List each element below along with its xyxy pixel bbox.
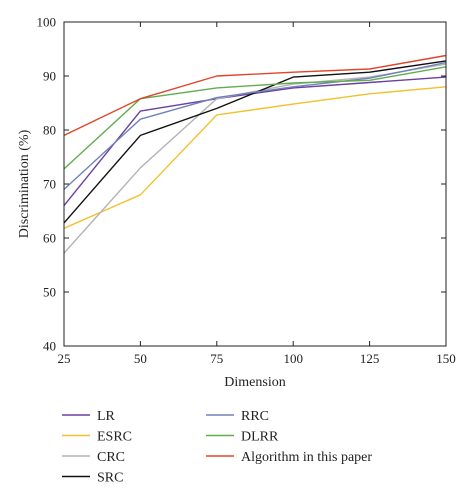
y-tick-label: 50 <box>43 285 56 300</box>
series-line-rrc <box>63 61 447 190</box>
x-tick-label: 25 <box>58 351 71 366</box>
legend: LR ESRC CRC SRC RRC DLRR Algorithm in this pap… <box>62 409 372 486</box>
legend-label: Algorithm in this paper <box>241 450 372 465</box>
legend-item-algorithm-in-this-paper: Algorithm in this paper <box>206 450 372 465</box>
y-tick-label: 100 <box>37 15 57 30</box>
y-axis: 40 50 60 70 80 90 100 <box>37 15 446 354</box>
legend-item-lr: LR <box>62 409 116 424</box>
legend-item-rrc: RRC <box>206 409 269 424</box>
legend-label: LR <box>97 409 116 424</box>
x-axis: 25 50 75 100 125 150 <box>58 22 456 366</box>
legend-label: SRC <box>97 471 123 486</box>
x-tick-label: 150 <box>436 351 456 366</box>
y-tick-label: 90 <box>43 69 56 84</box>
legend-label: RRC <box>241 409 269 424</box>
x-tick-label: 75 <box>210 351 223 366</box>
y-tick-label: 40 <box>43 339 56 354</box>
legend-item-dlrr: DLRR <box>206 430 279 445</box>
series-line-dlrr <box>63 66 447 170</box>
series-line-lr <box>63 76 447 207</box>
y-tick-label: 80 <box>43 123 56 138</box>
legend-item-src: SRC <box>62 471 123 486</box>
y-axis-title: Discrimination (%) <box>17 129 32 238</box>
legend-label: DLRR <box>241 430 279 445</box>
x-axis-title: Dimension <box>224 375 285 390</box>
y-tick-label: 60 <box>43 231 56 246</box>
legend-label: CRC <box>97 450 125 465</box>
plot-frame <box>63 21 447 347</box>
series-line-esrc <box>63 86 447 229</box>
legend-label: ESRC <box>97 430 132 445</box>
x-tick-label: 50 <box>134 351 147 366</box>
legend-item-crc: CRC <box>62 450 125 465</box>
x-tick-label: 100 <box>283 351 303 366</box>
legend-item-esrc: ESRC <box>62 430 132 445</box>
series-line-algorithm-in-this-paper <box>63 54 447 137</box>
plot-marks <box>63 54 447 254</box>
y-tick-label: 70 <box>43 177 56 192</box>
x-tick-label: 125 <box>360 351 380 366</box>
